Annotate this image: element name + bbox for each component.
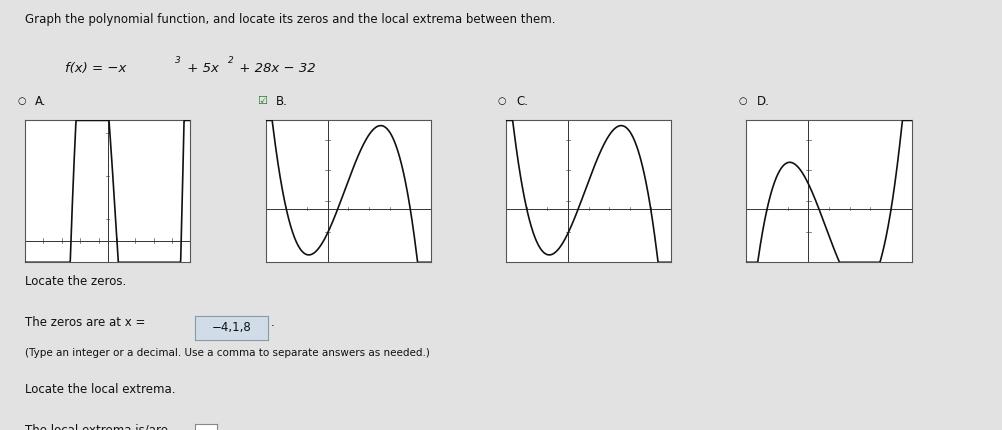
Text: Locate the local extrema.: Locate the local extrema. — [25, 383, 175, 396]
Text: The zeros are at x =: The zeros are at x = — [25, 316, 149, 329]
Text: B.: B. — [276, 95, 288, 108]
Text: ○: ○ — [498, 96, 506, 106]
Text: The local extrema is/are: The local extrema is/are — [25, 424, 171, 430]
Text: .: . — [220, 424, 224, 430]
Text: + 5x: + 5x — [183, 62, 219, 75]
Text: −4,1,8: −4,1,8 — [211, 321, 252, 335]
Text: D.: D. — [757, 95, 770, 108]
Text: 2: 2 — [228, 56, 234, 65]
Text: ○: ○ — [17, 96, 25, 106]
Text: .: . — [271, 316, 275, 329]
Text: ☑: ☑ — [258, 96, 268, 106]
Text: f(x) = −x: f(x) = −x — [65, 62, 126, 75]
Text: 3: 3 — [175, 56, 181, 65]
Text: ○: ○ — [738, 96, 746, 106]
Text: A.: A. — [35, 95, 46, 108]
Text: Graph the polynomial function, and locate its zeros and the local extrema betwee: Graph the polynomial function, and locat… — [25, 13, 555, 26]
Text: (Type an integer or a decimal. Use a comma to separate answers as needed.): (Type an integer or a decimal. Use a com… — [25, 348, 430, 358]
Text: + 28x − 32: + 28x − 32 — [235, 62, 316, 75]
Text: Locate the zeros.: Locate the zeros. — [25, 275, 126, 288]
Text: C.: C. — [516, 95, 528, 108]
